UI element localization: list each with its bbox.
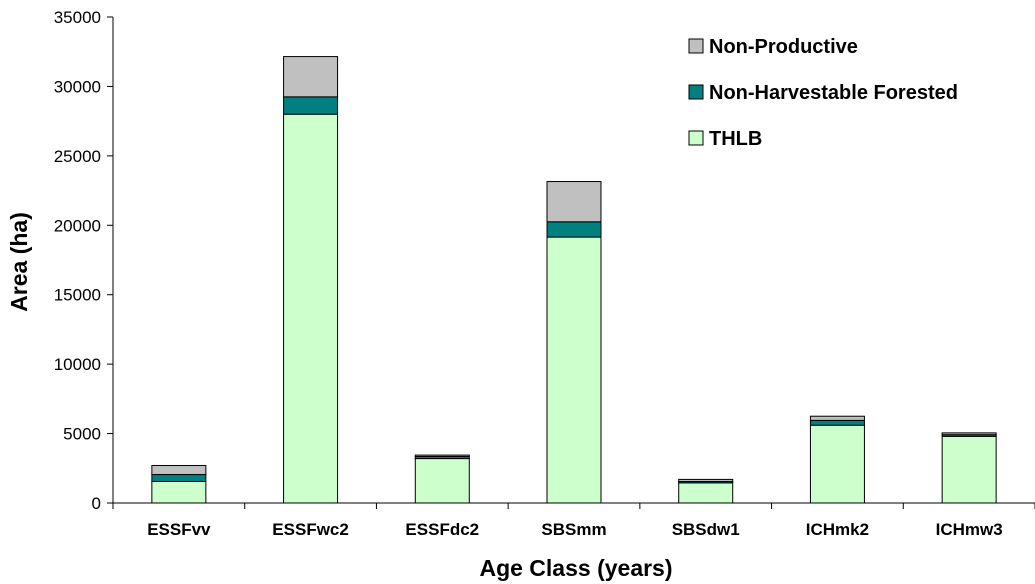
x-category-label: ESSFdc2: [405, 520, 479, 539]
bar-segment-thlb: [283, 113, 339, 504]
y-tick-label: 10000: [54, 355, 101, 374]
x-category-label: ESSFwc2: [272, 520, 349, 539]
x-category-label: SBSmm: [541, 520, 606, 539]
bar-segment-thlb: [678, 482, 734, 504]
x-category-label: ICHmw3: [936, 520, 1003, 539]
bar-segment-non-productive: [678, 478, 734, 482]
bar-segment-non-productive: [414, 454, 470, 457]
x-axis-title: Age Class (years): [479, 555, 672, 581]
x-category-label: ICHmk2: [806, 520, 869, 539]
bar-segment-non-productive: [809, 415, 865, 421]
legend-swatch: [688, 38, 704, 54]
y-tick-label: 15000: [54, 286, 101, 305]
legend-swatch: [688, 130, 704, 146]
bar-segment-thlb: [941, 435, 997, 504]
bar-segment-non-productive: [546, 181, 602, 223]
x-axis: ESSFvv ESSFwc2 ESSFdc2 SBSmm SBSdw1 ICHmk2 ICH…: [112, 502, 1035, 539]
bar-segment-non-productive: [283, 56, 339, 98]
y-tick-label: 35000: [54, 8, 101, 27]
bar-segment-non-productive: [941, 432, 997, 436]
y-tick-label: 25000: [54, 147, 101, 166]
bar-segment-non-productive: [151, 465, 207, 476]
y-axis: 0 5000 10000 15000 20000 25000 30000 35000: [54, 8, 114, 513]
legend-label: THLB: [709, 128, 762, 150]
bars: [151, 56, 997, 504]
bar-segment-thlb: [809, 424, 865, 504]
y-tick-label: 20000: [54, 216, 101, 235]
bar-segment-non-harvestable-forested: [283, 96, 339, 115]
legend-swatch: [688, 84, 704, 100]
x-category-label: ESSFvv: [147, 520, 211, 539]
x-category-label: SBSdw1: [672, 520, 740, 539]
bar-segment-non-harvestable-forested: [809, 419, 865, 426]
legend-label: Non-Harvestable Forested: [709, 82, 958, 104]
y-tick-label: 0: [92, 494, 101, 513]
legend-label: Non-Productive: [709, 36, 858, 58]
bar-segment-thlb: [414, 458, 470, 504]
legend: Non-Productive Non-Harvestable Forested TH…: [688, 36, 958, 150]
bar-segment-non-harvestable-forested: [151, 474, 207, 482]
y-axis-title: Area (ha): [6, 212, 32, 312]
bar-segment-non-harvestable-forested: [546, 221, 602, 238]
y-tick-label: 5000: [63, 425, 101, 444]
y-tick-label: 30000: [54, 77, 101, 96]
bar-segment-thlb: [546, 236, 602, 504]
bar-segment-thlb: [151, 480, 207, 504]
